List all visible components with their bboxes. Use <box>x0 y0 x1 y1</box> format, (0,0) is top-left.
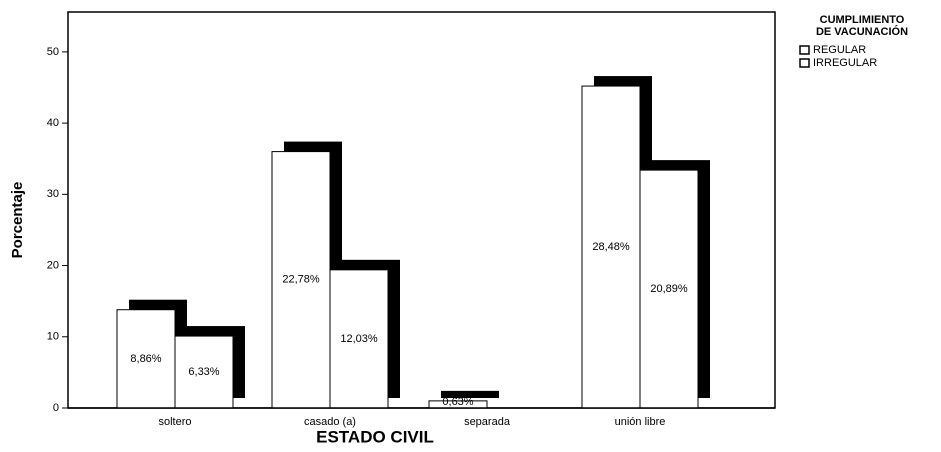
y-tick-label: 40 <box>47 117 59 129</box>
x-axis-label: ESTADO CIVIL <box>316 427 434 446</box>
data-label: 28,48% <box>592 241 630 253</box>
legend-swatch <box>799 58 810 68</box>
y-tick-label: 50 <box>47 46 59 58</box>
y-tick-label: 20 <box>47 259 59 271</box>
data-label: 12,03% <box>340 333 378 345</box>
legend-label: IRREGULAR <box>813 57 877 69</box>
legend-swatch <box>799 45 810 55</box>
x-tick-label: separada <box>464 416 511 428</box>
legend-title: DE VACUNACIÓN <box>816 25 908 38</box>
y-tick-label: 0 <box>53 402 59 414</box>
bar <box>639 169 699 409</box>
x-tick-label: soltero <box>158 416 191 428</box>
bar <box>329 269 389 409</box>
data-label: 20,89% <box>650 283 688 295</box>
data-label: 6,33% <box>188 366 219 378</box>
bar-shadow <box>441 390 499 398</box>
data-label: 0,63% <box>442 396 473 408</box>
y-axis-label: Porcentaje <box>9 182 26 259</box>
x-tick-label: unión libre <box>615 416 666 428</box>
legend-label: REGULAR <box>813 44 866 56</box>
legend-title: CUMPLIMIENTO <box>820 14 905 26</box>
y-tick-label: 30 <box>47 188 59 200</box>
bar <box>271 151 331 409</box>
data-label: 8,86% <box>130 353 161 365</box>
y-tick-label: 10 <box>47 331 59 343</box>
x-tick-label: casado (a) <box>304 416 356 428</box>
bar <box>174 335 234 409</box>
data-label: 22,78% <box>282 274 320 286</box>
bar <box>581 85 641 409</box>
